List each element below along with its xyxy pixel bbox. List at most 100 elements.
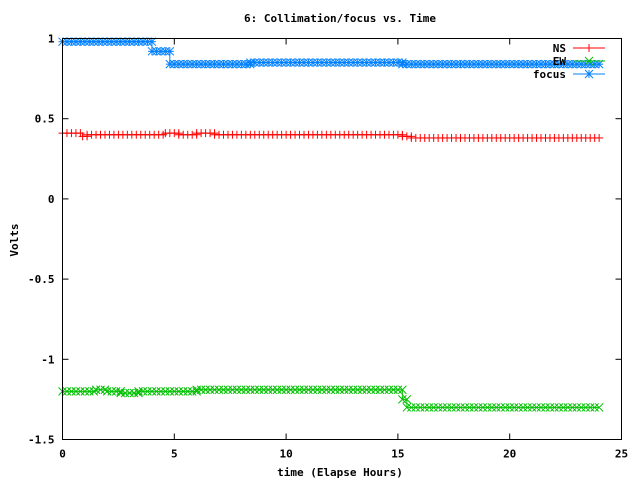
chart-title: 6: Collimation/focus vs. Time <box>244 12 436 25</box>
data-point <box>214 385 224 395</box>
data-point <box>380 385 389 395</box>
data-point <box>71 37 81 47</box>
y-tick-label: 0.5 <box>35 113 55 126</box>
data-point <box>451 403 461 412</box>
y-axis-label: Volts <box>8 223 21 256</box>
data-point <box>384 385 394 395</box>
data-point <box>581 403 591 412</box>
data-point <box>259 58 269 67</box>
data-point <box>371 58 380 67</box>
data-point <box>389 385 398 395</box>
data-point <box>272 58 282 67</box>
data-point <box>474 59 483 69</box>
data-point <box>366 385 376 395</box>
y-tick-label: 0 <box>48 193 55 206</box>
data-point <box>532 59 541 69</box>
data-point <box>129 388 139 398</box>
data-point <box>232 59 242 69</box>
data-point <box>563 403 573 412</box>
data-point <box>433 403 443 412</box>
data-point <box>447 403 456 412</box>
data-point <box>165 46 175 56</box>
data-point <box>245 385 255 395</box>
data-point <box>585 403 595 412</box>
data-point <box>107 387 117 396</box>
data-point <box>415 403 425 412</box>
data-point <box>536 403 546 412</box>
legend-marker-ns <box>585 44 593 52</box>
data-point <box>196 385 206 395</box>
data-point <box>491 403 501 412</box>
legend-marker-ew <box>584 56 594 66</box>
data-point <box>290 385 300 395</box>
data-point <box>313 385 322 395</box>
data-point <box>152 387 161 396</box>
data-point <box>196 59 206 69</box>
data-point <box>465 403 474 412</box>
data-point <box>393 385 403 395</box>
data-point <box>192 387 202 396</box>
data-point <box>152 46 161 56</box>
data-point <box>183 387 193 396</box>
data-point <box>438 403 447 412</box>
data-point <box>232 385 242 395</box>
data-point <box>76 387 85 396</box>
data-point <box>178 387 188 396</box>
data-point <box>156 387 166 396</box>
data-point <box>237 385 246 395</box>
data-point <box>478 59 488 69</box>
data-point <box>590 403 600 412</box>
series-ew <box>58 385 604 412</box>
data-point <box>263 385 273 395</box>
data-point <box>80 387 90 396</box>
data-point <box>281 385 291 395</box>
x-tick-label: 10 <box>279 448 292 461</box>
y-tick-label: -1 <box>41 353 55 366</box>
data-point <box>487 403 497 412</box>
data-point <box>321 385 331 395</box>
data-point <box>169 387 179 396</box>
y-tick-label: -1.5 <box>28 434 55 447</box>
data-point <box>313 58 322 67</box>
data-point <box>456 59 465 69</box>
data-point <box>116 387 125 396</box>
data-point <box>559 59 568 69</box>
data-point <box>398 395 407 404</box>
data-point <box>169 59 179 69</box>
data-point <box>496 403 506 412</box>
data-point <box>290 58 300 67</box>
data-point <box>469 403 479 412</box>
data-point <box>550 403 559 412</box>
data-point <box>541 403 550 412</box>
data-point <box>536 59 546 69</box>
data-point <box>348 385 358 395</box>
data-point <box>500 403 510 412</box>
legend-label-focus: focus <box>533 68 566 81</box>
data-point <box>429 403 439 412</box>
data-point <box>147 37 157 47</box>
data-point <box>344 385 354 395</box>
legend-label-ns: NS <box>553 42 566 55</box>
data-point <box>210 385 219 395</box>
data-point <box>339 385 349 395</box>
data-point <box>518 403 528 412</box>
series-line <box>62 389 600 408</box>
data-point <box>398 385 407 395</box>
data-point <box>420 59 430 69</box>
data-point <box>550 59 559 69</box>
plot-frame <box>62 38 622 440</box>
data-point <box>559 403 568 412</box>
data-point <box>424 59 434 69</box>
data-point <box>527 403 537 412</box>
data-point <box>134 387 143 396</box>
data-point <box>299 385 309 395</box>
data-point <box>532 403 541 412</box>
data-point <box>277 385 286 395</box>
data-point <box>223 385 233 395</box>
data-point <box>500 59 510 69</box>
x-tick-label: 25 <box>615 448 628 461</box>
data-point <box>523 403 532 412</box>
data-point <box>482 59 492 69</box>
x-axis-label: time (Elapse Hours) <box>277 466 403 479</box>
